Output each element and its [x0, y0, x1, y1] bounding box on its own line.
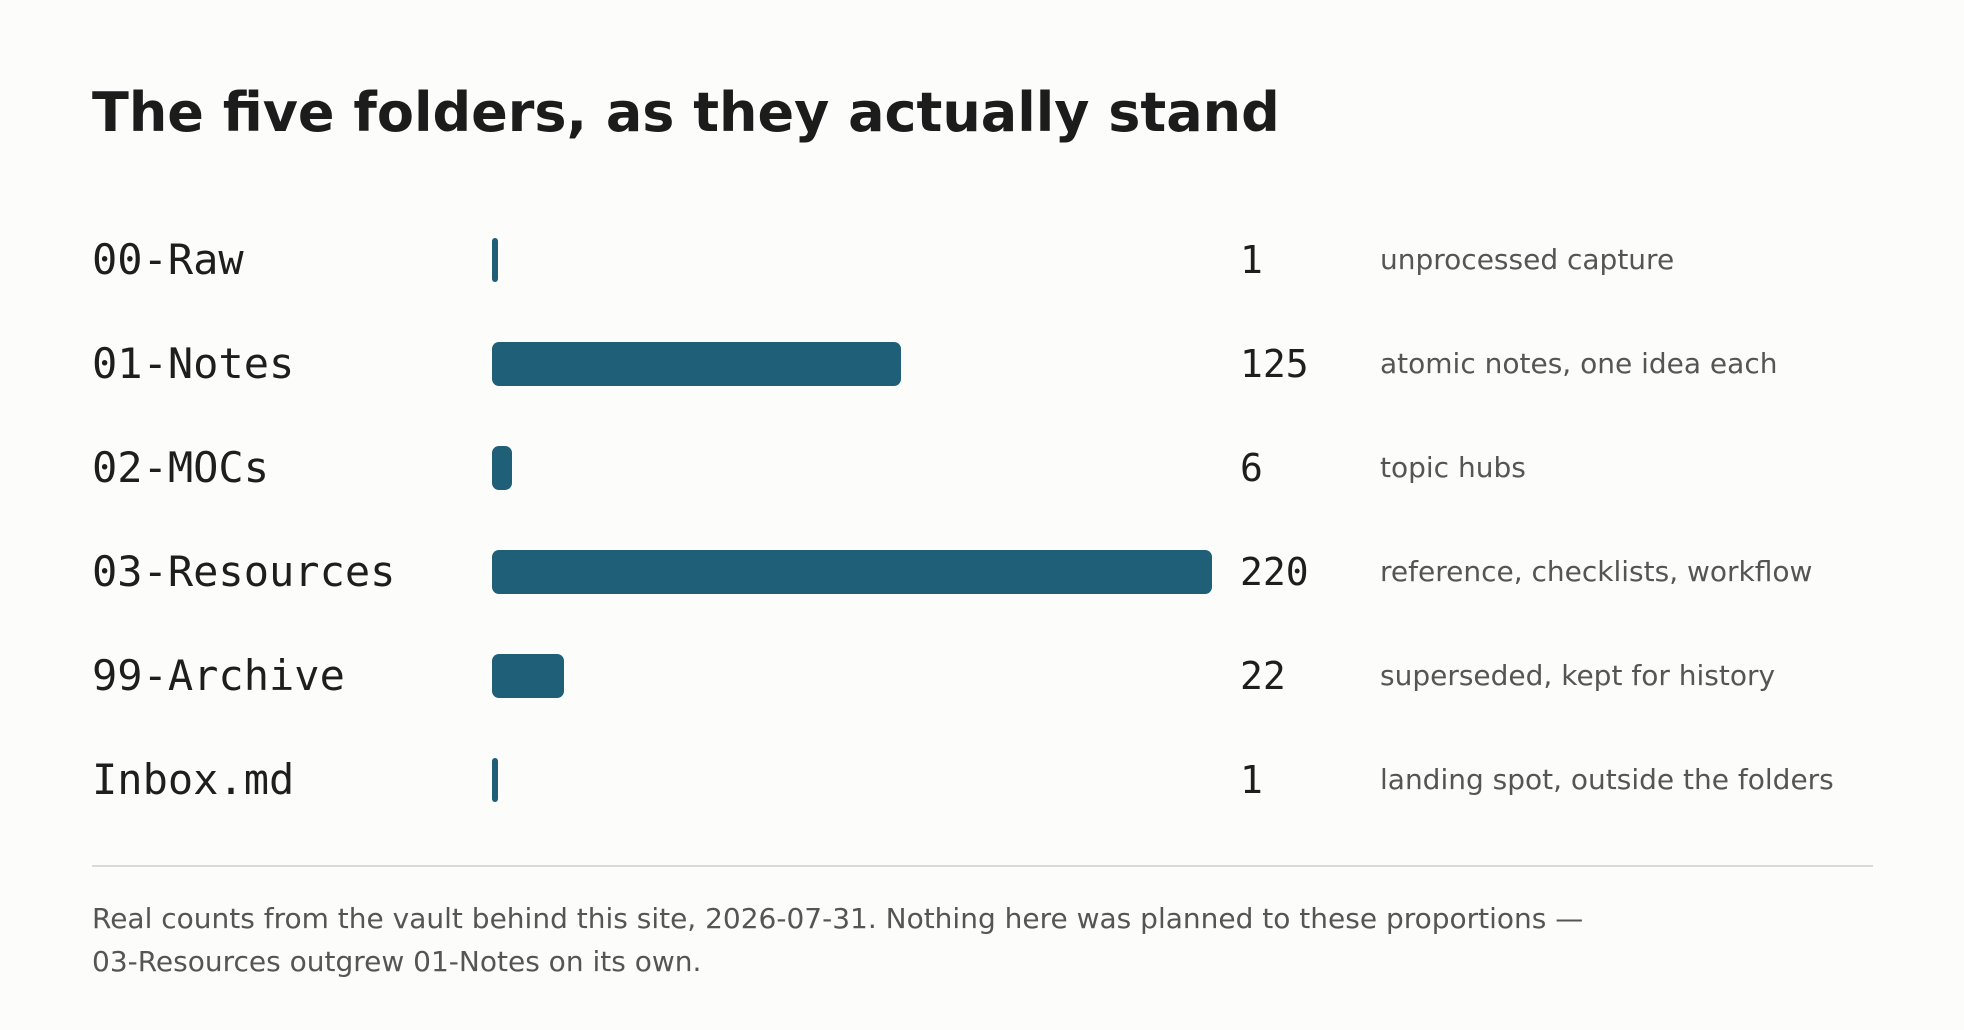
footnote-line-1: Real counts from the vault behind this s…	[92, 902, 1584, 935]
category-label: 02-MOCs	[92, 443, 270, 492]
bar-row: 01-Notes 125 atomic notes, one idea each	[0, 312, 1964, 416]
footnote-line-2: 03-Resources outgrew 01-Notes on its own…	[92, 945, 702, 978]
value-label: 22	[1240, 654, 1286, 698]
bar	[492, 758, 498, 802]
value-label: 125	[1240, 342, 1309, 386]
category-label: 01-Notes	[92, 339, 295, 388]
category-label: 03-Resources	[92, 547, 396, 596]
description-label: unprocessed capture	[1380, 243, 1675, 276]
value-label: 6	[1240, 446, 1263, 490]
chart-title: The five folders, as they actually stand	[92, 81, 1280, 144]
bar-row: 00-Raw 1 unprocessed capture	[0, 208, 1964, 312]
category-label: Inbox.md	[92, 755, 295, 804]
bar	[492, 446, 512, 490]
category-label: 00-Raw	[92, 235, 244, 284]
bar-row: 03-Resources 220 reference, checklists, wo…	[0, 520, 1964, 624]
bar	[492, 654, 564, 698]
divider	[92, 865, 1873, 867]
description-label: topic hubs	[1380, 451, 1526, 484]
description-label: superseded, kept for history	[1380, 659, 1776, 692]
description-label: atomic notes, one idea each	[1380, 347, 1778, 380]
bar	[492, 238, 498, 282]
bar	[492, 550, 1212, 594]
footnote: Real counts from the vault behind this s…	[92, 897, 1832, 983]
description-label: reference, checklists, workflow	[1380, 555, 1813, 588]
description-label: landing spot, outside the folders	[1380, 763, 1834, 796]
bar-row: 02-MOCs 6 topic hubs	[0, 416, 1964, 520]
value-label: 220	[1240, 550, 1309, 594]
category-label: 99-Archive	[92, 651, 345, 700]
bar-row: Inbox.md 1 landing spot, outside the folde…	[0, 728, 1964, 832]
bar-row: 99-Archive 22 superseded, kept for history	[0, 624, 1964, 728]
value-label: 1	[1240, 238, 1263, 282]
bar	[492, 342, 902, 386]
value-label: 1	[1240, 758, 1263, 802]
